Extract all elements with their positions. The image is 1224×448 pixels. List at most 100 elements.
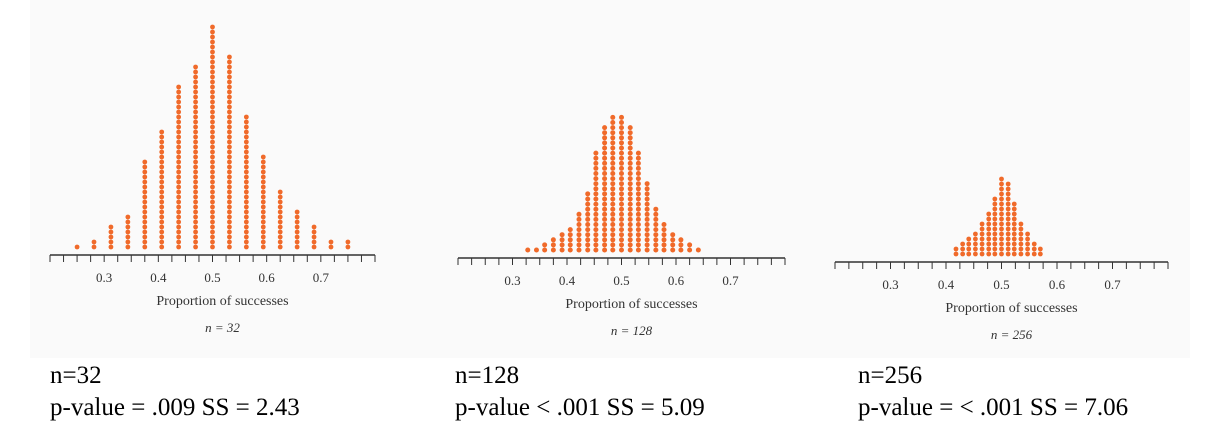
data-dot bbox=[627, 222, 633, 227]
data-dot bbox=[644, 206, 650, 212]
data-dot bbox=[602, 247, 608, 253]
x-tick-label: 0.5 bbox=[993, 277, 1009, 292]
sample-size-label: n=32 bbox=[50, 362, 102, 389]
data-dot bbox=[294, 244, 300, 250]
data-dot bbox=[227, 144, 232, 150]
data-dot bbox=[193, 169, 198, 175]
data-dot bbox=[176, 84, 182, 90]
data-dot bbox=[243, 114, 249, 120]
x-tick-label: 0.7 bbox=[1104, 277, 1121, 292]
data-dot bbox=[210, 189, 215, 195]
data-dot bbox=[159, 209, 165, 215]
data-dot bbox=[661, 237, 667, 243]
data-dot bbox=[687, 247, 693, 253]
data-dot bbox=[576, 232, 582, 238]
data-dot bbox=[159, 239, 165, 245]
data-dot bbox=[992, 241, 998, 247]
data-dot bbox=[227, 174, 232, 180]
data-dot bbox=[193, 144, 198, 150]
data-dot bbox=[108, 229, 114, 235]
data-dot bbox=[999, 176, 1004, 182]
data-dot bbox=[193, 164, 198, 170]
data-dot bbox=[227, 159, 232, 165]
data-dot bbox=[653, 216, 659, 222]
data-dot bbox=[176, 234, 182, 240]
data-dot bbox=[627, 135, 633, 141]
data-dot bbox=[619, 181, 624, 187]
data-dot bbox=[1037, 251, 1043, 257]
data-dot bbox=[159, 194, 165, 200]
data-dot bbox=[277, 239, 283, 245]
data-dot bbox=[311, 224, 317, 230]
data-dot bbox=[227, 74, 232, 80]
data-dot bbox=[176, 114, 182, 120]
stats-label: p-value = < .001 SS = 7.06 bbox=[858, 394, 1129, 421]
data-dot bbox=[992, 231, 998, 237]
data-dot bbox=[210, 129, 215, 135]
data-dot bbox=[585, 216, 591, 222]
data-dot bbox=[1031, 241, 1037, 247]
data-dot bbox=[277, 234, 283, 240]
data-dot bbox=[159, 229, 165, 235]
data-dot bbox=[210, 179, 215, 185]
data-dot bbox=[227, 94, 232, 100]
data-dot bbox=[1005, 226, 1011, 232]
data-dot bbox=[159, 214, 165, 220]
data-dot bbox=[1025, 241, 1030, 247]
caption-n256: n=256 p-value = < .001 SS = 7.06 bbox=[858, 360, 1128, 424]
data-dot bbox=[125, 214, 131, 220]
data-dot bbox=[243, 124, 249, 130]
data-dot bbox=[644, 227, 650, 233]
data-dot bbox=[992, 216, 998, 222]
data-dot bbox=[619, 114, 624, 120]
data-dot bbox=[243, 214, 249, 220]
data-dot bbox=[1037, 246, 1043, 252]
data-dot bbox=[619, 130, 624, 136]
data-dot bbox=[193, 204, 198, 210]
data-dot bbox=[661, 222, 667, 227]
data-dot bbox=[277, 214, 283, 220]
data-dot bbox=[193, 209, 198, 215]
x-tick-label: 0.3 bbox=[504, 273, 520, 288]
data-dot bbox=[1025, 231, 1030, 237]
data-dot bbox=[193, 229, 198, 235]
data-dot bbox=[125, 219, 131, 225]
data-dot bbox=[670, 247, 676, 253]
data-dot bbox=[602, 191, 608, 197]
data-dot bbox=[644, 196, 650, 202]
data-dot bbox=[243, 199, 249, 205]
data-dot bbox=[1005, 231, 1011, 237]
data-dot bbox=[193, 134, 198, 140]
data-dot bbox=[260, 179, 266, 185]
data-dot bbox=[1011, 246, 1017, 252]
data-dot bbox=[593, 181, 599, 187]
data-dot bbox=[142, 174, 148, 180]
data-dot bbox=[108, 234, 114, 240]
data-dot bbox=[644, 242, 650, 248]
data-dot bbox=[277, 219, 283, 225]
data-dot bbox=[585, 211, 591, 217]
data-dot bbox=[619, 120, 624, 125]
sample-size-note: n = 128 bbox=[611, 323, 653, 338]
data-dot bbox=[176, 224, 182, 230]
data-dot bbox=[176, 119, 182, 125]
data-dot bbox=[619, 171, 624, 176]
data-dot bbox=[294, 234, 300, 240]
data-dot bbox=[1005, 201, 1011, 207]
data-dot bbox=[277, 244, 283, 250]
data-dot bbox=[159, 179, 165, 185]
data-dot bbox=[142, 239, 148, 245]
data-dot bbox=[992, 251, 998, 257]
data-dot bbox=[661, 242, 667, 248]
data-dot bbox=[635, 242, 641, 248]
data-dot bbox=[1018, 251, 1024, 257]
data-dot bbox=[610, 171, 616, 176]
data-dot bbox=[593, 232, 599, 238]
data-dot bbox=[576, 237, 582, 243]
data-dot bbox=[661, 247, 667, 253]
data-dot bbox=[142, 194, 148, 200]
data-dot bbox=[593, 206, 599, 212]
data-dot bbox=[210, 204, 215, 210]
data-dot bbox=[294, 224, 300, 230]
data-dot bbox=[627, 196, 633, 202]
